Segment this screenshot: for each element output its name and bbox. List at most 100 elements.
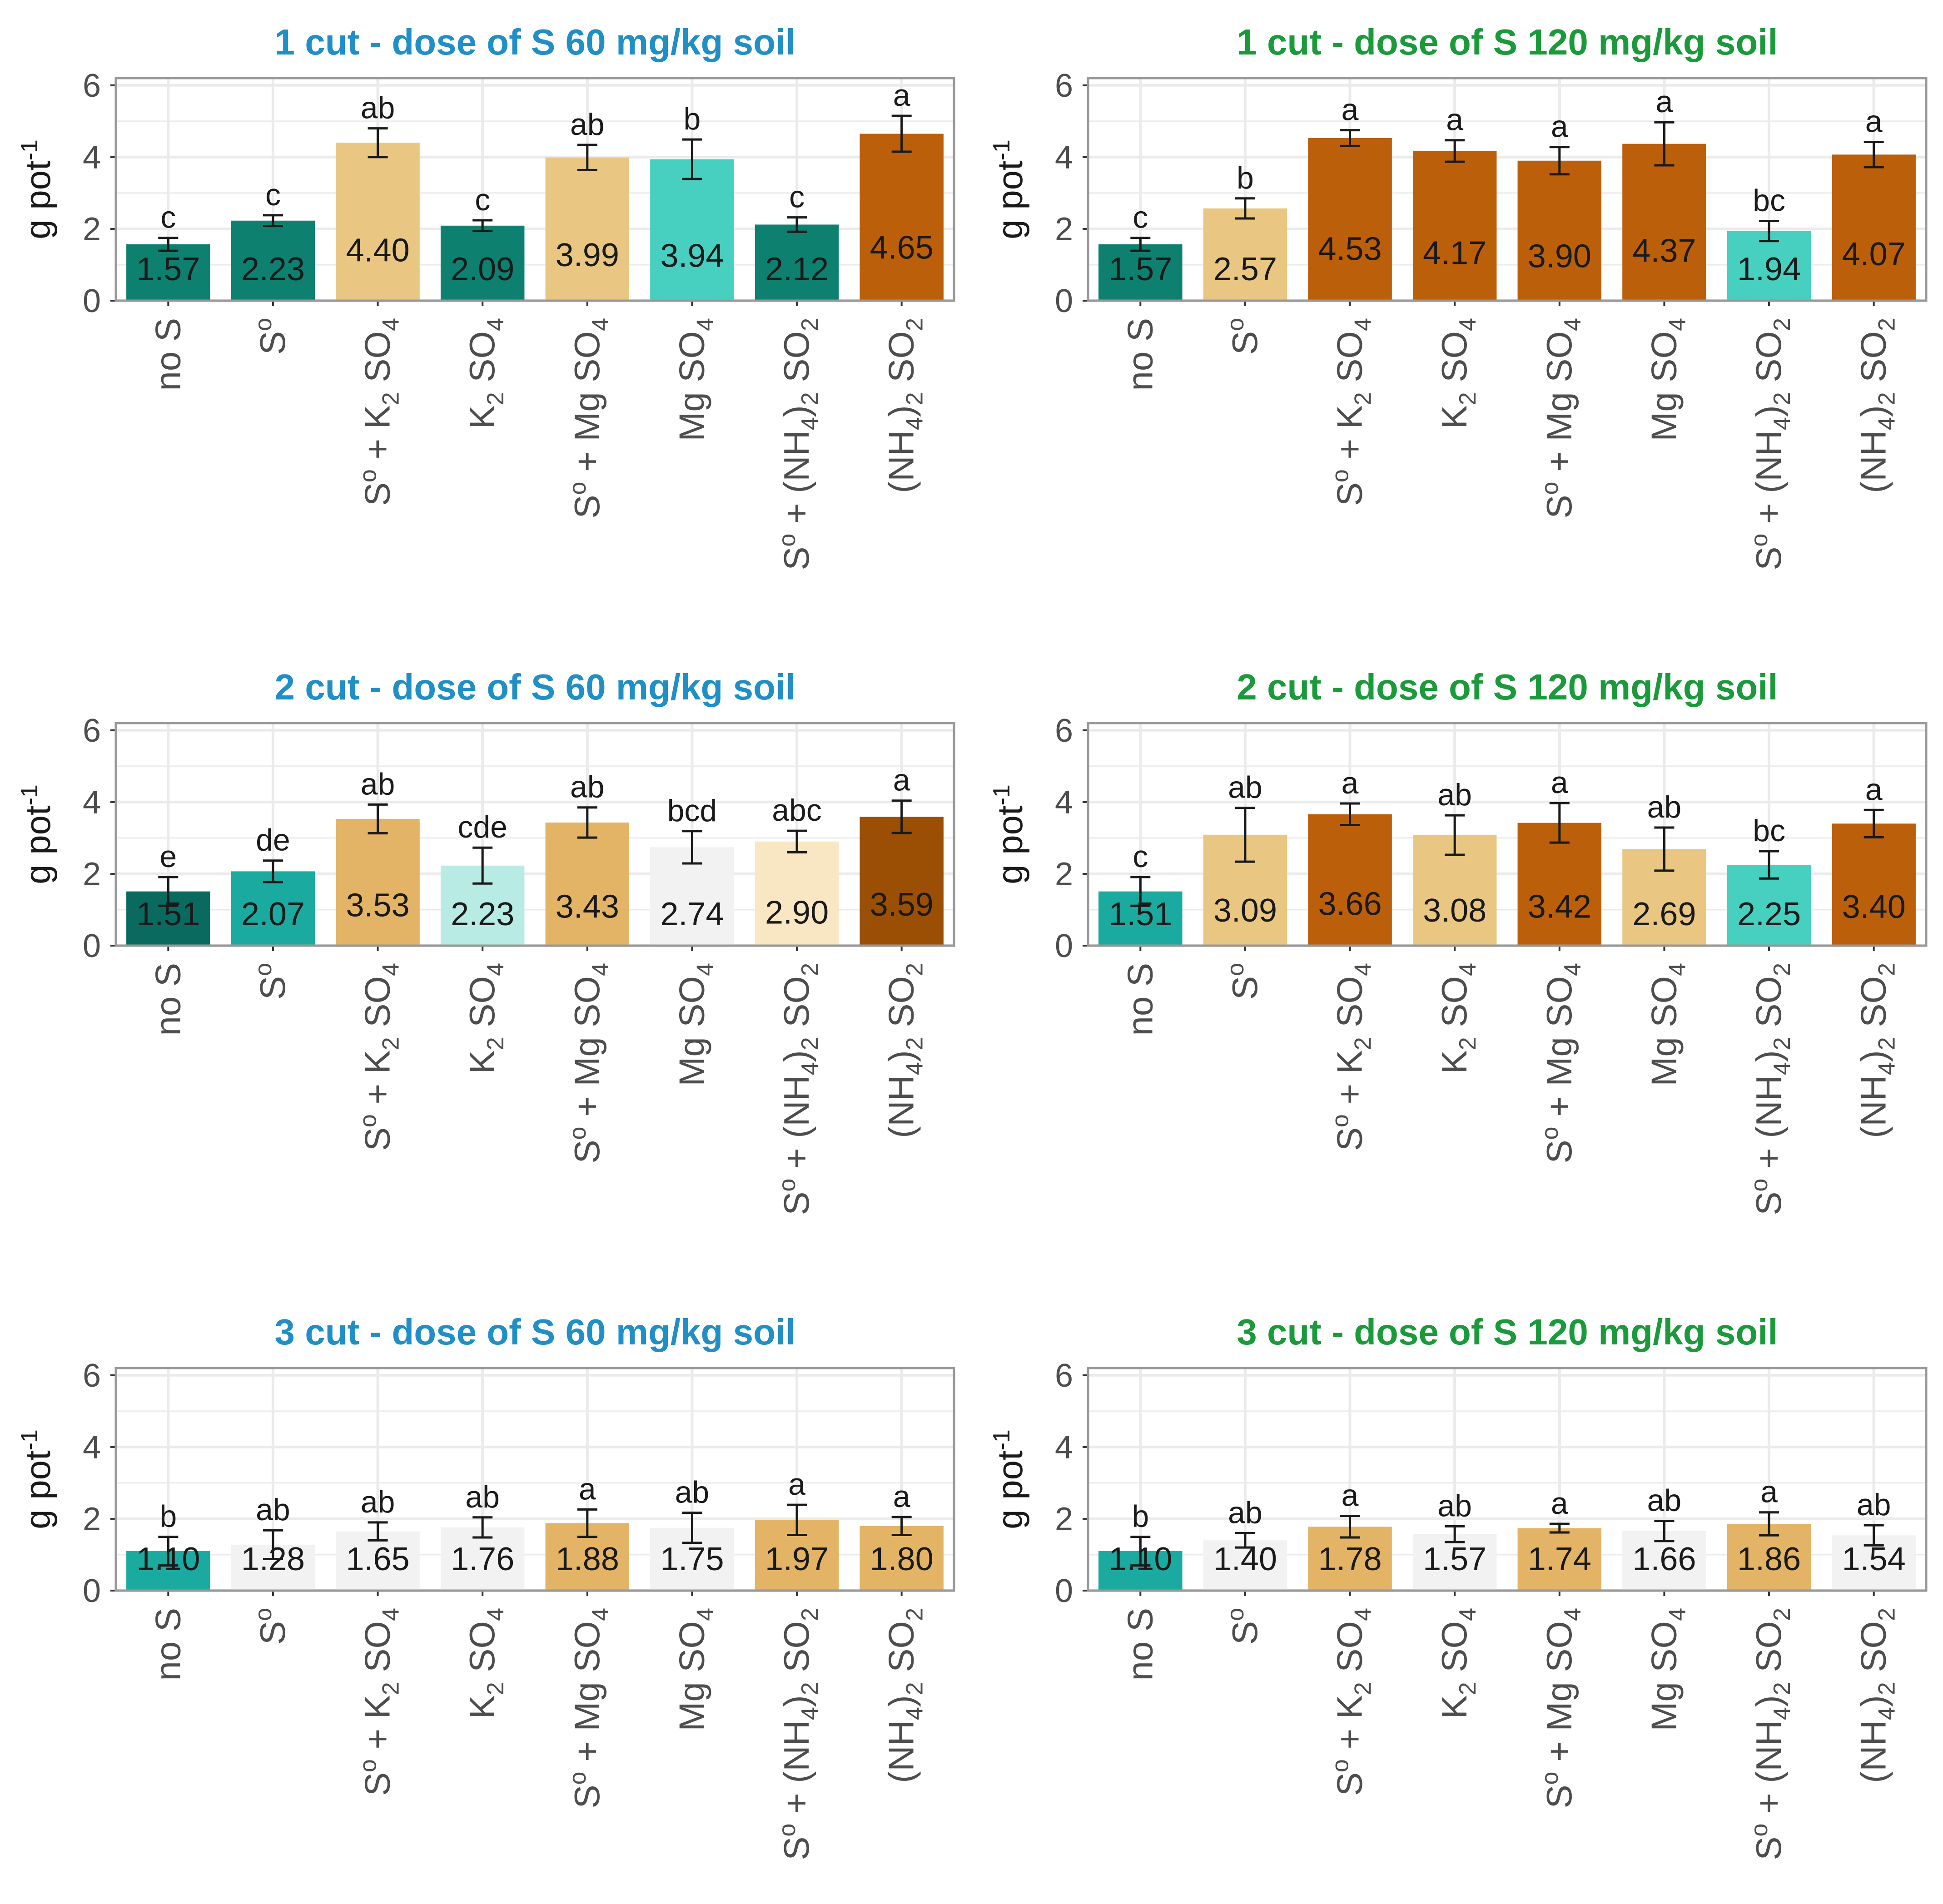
x-label-main: S	[253, 976, 293, 1000]
x-label-subscript: 2	[797, 318, 823, 331]
y-tick-label: 4	[83, 784, 101, 821]
bar-value-label: 1.57	[1108, 251, 1172, 288]
bar	[336, 819, 420, 946]
x-category-label: K2 SO4	[1434, 318, 1481, 429]
y-tick-label: 0	[83, 1573, 101, 1609]
x-category-label: So + Mg SO4	[565, 318, 614, 519]
x-label-tail: SO	[1854, 976, 1893, 1037]
x-label-main: S	[567, 1140, 607, 1163]
x-label-superscript: o	[774, 1824, 800, 1837]
bar-value-label: 1.94	[1737, 251, 1801, 288]
x-category-label: no S	[1120, 318, 1160, 391]
x-label-main: Mg SO	[671, 976, 711, 1086]
x-label-rest: + Mg SO	[1539, 331, 1579, 482]
significance-letter: bcd	[667, 793, 717, 828]
panel-border	[114, 722, 955, 947]
significance-letter: a	[788, 1467, 805, 1502]
x-label-subscript: 2	[1769, 1608, 1795, 1621]
x-category-label: Mg SO4	[1644, 318, 1690, 441]
x-label-subscript: 4	[797, 417, 823, 430]
bar-value-label: 3.66	[1318, 886, 1381, 922]
y-axis-label: g pot-1	[16, 784, 58, 884]
y-tick-label: 4	[83, 139, 101, 176]
significance-letter: abc	[772, 793, 822, 828]
x-label-subscript: 4	[902, 1707, 928, 1720]
significance-letter: ab	[1437, 778, 1472, 812]
significance-letter: e	[159, 839, 177, 874]
bar	[755, 841, 839, 946]
x-category-label: So + (NH4)2 SO2	[774, 318, 823, 570]
x-category-label: Mg SO4	[671, 1608, 718, 1731]
x-category-label: So + K2 SO4	[1327, 318, 1376, 506]
x-label-superscript: o	[250, 1608, 277, 1621]
bar-value-label: 1.80	[870, 1541, 934, 1577]
x-label-tail: SO	[462, 976, 502, 1037]
x-label-tail: SO	[776, 976, 816, 1037]
x-label-subscript: 4	[1560, 318, 1586, 331]
y-tick-label: 2	[1055, 1501, 1073, 1537]
x-label-subscript: 2	[1455, 392, 1481, 405]
x-label-main: S	[1539, 495, 1579, 518]
bar-value-label: 1.57	[1423, 1541, 1486, 1577]
x-label-subscript: 4	[692, 1608, 718, 1621]
x-label-subscript: 2	[902, 1608, 928, 1621]
x-category-label: So + Mg SO4	[1537, 318, 1586, 519]
bar-value-label: 3.09	[1213, 892, 1277, 929]
x-label-tail: )	[1749, 405, 1789, 417]
significance-letter: a	[1865, 104, 1883, 139]
x-label-subscript: 2	[1874, 1682, 1900, 1695]
x-label-subscript: 2	[797, 963, 823, 976]
x-label-subscript: 4	[902, 417, 928, 430]
x-label-subscript: 4	[587, 1608, 614, 1621]
x-label-tail: SO	[1749, 1621, 1789, 1682]
x-label-main: S	[1539, 1785, 1579, 1808]
x-label-tail: SO	[462, 331, 502, 392]
significance-letter: c	[789, 180, 805, 214]
bar-value-label: 2.25	[1737, 896, 1801, 932]
bar-value-label: 1.75	[660, 1541, 724, 1577]
x-label-subscript: 2	[1769, 1682, 1795, 1695]
x-label-subscript: 2	[1769, 963, 1795, 976]
x-label-superscript: o	[774, 1179, 800, 1192]
x-label-subscript: 4	[378, 1608, 404, 1621]
x-label-subscript: 2	[1769, 392, 1795, 405]
panel-border	[114, 77, 955, 302]
bar	[545, 822, 630, 946]
x-category-label: Mg SO4	[1644, 1608, 1690, 1731]
bar-value-label: 4.65	[870, 229, 934, 266]
x-label-main: no S	[1120, 1608, 1160, 1681]
x-category-label: So + K2 SO4	[355, 1608, 404, 1796]
x-category-label: So + Mg SO4	[1537, 963, 1586, 1164]
y-tick-label: 6	[1055, 68, 1073, 104]
x-label-main: K	[462, 405, 502, 429]
significance-letter: ab	[570, 770, 605, 804]
x-label-main: Mg SO	[1644, 331, 1684, 441]
panel-title: 2 cut - dose of S 120 mg/kg soil	[1237, 667, 1778, 707]
x-category-label: So + K2 SO4	[355, 318, 404, 506]
bar	[1727, 231, 1811, 301]
bar-value-label: 1.76	[451, 1541, 514, 1577]
x-label-subscript: 4	[1350, 1608, 1376, 1621]
x-category-label: (NH4)2 SO2	[1854, 318, 1900, 493]
significance-letter: c	[1133, 200, 1148, 235]
bar	[860, 817, 944, 946]
x-category-label: no S	[148, 318, 188, 391]
x-label-subscript: 2	[378, 392, 404, 405]
x-category-label: K2 SO4	[1434, 1608, 1481, 1719]
x-category-label: (NH4)2 SO2	[881, 318, 928, 493]
x-category-label: So + (NH4)2 SO2	[1746, 963, 1795, 1215]
significance-letter: a	[1865, 772, 1883, 807]
x-label-subscript: 4	[1769, 1707, 1795, 1720]
x-label-superscript: o	[250, 963, 277, 976]
x-category-label: So	[1222, 1608, 1265, 1645]
x-label-rest: + K	[358, 1695, 398, 1759]
x-label-main: (NH	[1854, 1075, 1893, 1138]
y-axis-label: g pot-1	[16, 139, 58, 239]
x-label-superscript: o	[355, 469, 382, 482]
significance-letter: b	[1237, 161, 1254, 195]
x-label-subscript: 4	[482, 318, 509, 331]
x-label-subscript: 2	[378, 1682, 404, 1695]
x-label-tail: SO	[881, 1621, 921, 1682]
x-label-main: S	[567, 1785, 607, 1808]
x-label-main: no S	[1120, 318, 1160, 391]
